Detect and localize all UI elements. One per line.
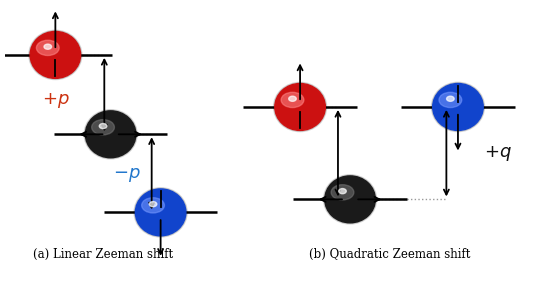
Ellipse shape — [431, 82, 484, 132]
Ellipse shape — [92, 120, 114, 135]
Ellipse shape — [142, 198, 164, 213]
Ellipse shape — [273, 82, 326, 132]
Text: $+q$: $+q$ — [484, 144, 512, 163]
Ellipse shape — [44, 44, 52, 49]
Ellipse shape — [37, 40, 59, 55]
Ellipse shape — [325, 176, 375, 223]
Ellipse shape — [324, 175, 376, 224]
Ellipse shape — [99, 124, 107, 129]
Text: (a) Linear Zeeman shift: (a) Linear Zeeman shift — [33, 247, 173, 261]
Ellipse shape — [331, 185, 354, 200]
Ellipse shape — [30, 31, 81, 78]
Text: $-p$: $-p$ — [113, 166, 140, 184]
Ellipse shape — [339, 188, 346, 194]
Ellipse shape — [135, 189, 186, 236]
Ellipse shape — [439, 92, 462, 108]
Text: $+p$: $+p$ — [41, 91, 69, 110]
Ellipse shape — [134, 188, 187, 237]
Ellipse shape — [149, 202, 157, 207]
Ellipse shape — [447, 96, 454, 101]
Ellipse shape — [289, 96, 296, 101]
Ellipse shape — [85, 111, 136, 158]
Ellipse shape — [29, 30, 82, 80]
Ellipse shape — [275, 84, 325, 130]
Text: (b) Quadratic Zeeman shift: (b) Quadratic Zeeman shift — [309, 247, 470, 261]
Ellipse shape — [433, 84, 483, 130]
Ellipse shape — [84, 110, 137, 159]
Ellipse shape — [281, 92, 304, 108]
